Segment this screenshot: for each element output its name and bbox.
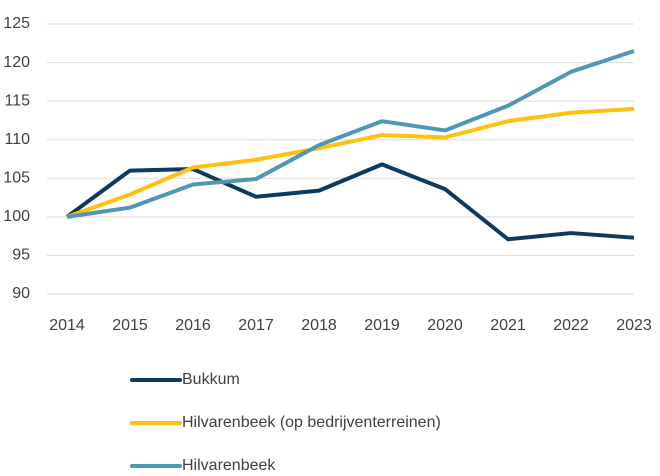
y-tick-label: 100 <box>3 208 30 225</box>
x-tick-label: 2018 <box>301 317 337 334</box>
y-tick-label: 90 <box>12 285 30 302</box>
legend-label: Hilvarenbeek <box>182 457 276 474</box>
x-tick-label: 2022 <box>553 317 589 334</box>
x-tick-label: 2015 <box>112 317 148 334</box>
x-tick-label: 2020 <box>427 317 463 334</box>
series-line <box>66 106 635 219</box>
y-tick-label: 115 <box>4 92 30 109</box>
x-tick-label: 2019 <box>364 317 400 334</box>
x-tick-label: 2014 <box>49 317 85 334</box>
legend-label: Hilvarenbeek (op bedrijventerreinen) <box>182 414 441 431</box>
series-line <box>66 49 635 219</box>
series-line <box>65 162 635 242</box>
x-tick-label: 2023 <box>616 317 652 334</box>
x-tick-label: 2017 <box>238 317 274 334</box>
y-tick-label: 110 <box>4 131 30 148</box>
legend-label: Bukkum <box>182 371 240 388</box>
x-tick-label: 2016 <box>175 317 211 334</box>
y-tick-label: 125 <box>3 15 30 32</box>
y-tick-label: 95 <box>12 247 30 264</box>
x-tick-label: 2021 <box>490 317 526 334</box>
y-tick-label: 105 <box>3 170 30 187</box>
y-tick-label: 120 <box>3 54 30 71</box>
